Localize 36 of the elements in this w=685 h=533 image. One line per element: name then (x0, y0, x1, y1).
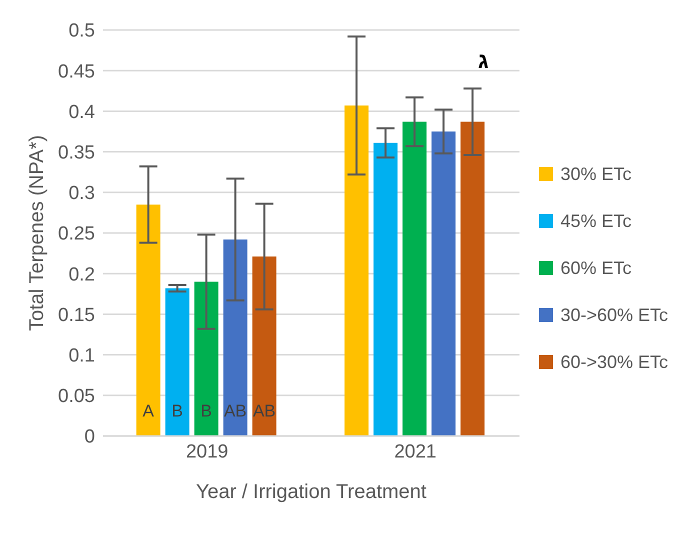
bar (402, 122, 427, 436)
y-tick-label: 0.15 (58, 304, 95, 326)
y-axis-title: Total Terpenes (NPA*) (26, 134, 48, 332)
x-tick-label: 2019 (186, 441, 228, 462)
annotation: AB (252, 401, 276, 420)
x-tick-label: 2021 (394, 441, 436, 462)
legend-label: 60% ETc (560, 258, 632, 278)
y-tick-label: 0.3 (68, 183, 95, 204)
y-tick-label: 0.2 (68, 264, 95, 286)
annotation: B (200, 401, 212, 420)
annotation: AB (224, 401, 247, 420)
y-tick-label: 0.5 (68, 20, 95, 42)
y-tick-label: 0.4 (68, 102, 96, 123)
bar (344, 106, 369, 436)
bar (252, 256, 276, 436)
y-tick-label: 0.35 (58, 142, 95, 164)
bar (194, 282, 218, 436)
x-axis-title: Year / Irrigation Treatment (196, 481, 427, 503)
bar (460, 122, 485, 436)
bar (374, 142, 398, 436)
bar (136, 204, 160, 436)
annotation: B (172, 401, 183, 420)
y-tick-label: 0.05 (58, 386, 95, 408)
y-tick-label: 0.25 (58, 224, 95, 245)
y-tick-label: 0.1 (68, 346, 95, 367)
y-tick-label: 0.45 (58, 61, 95, 82)
legend-label: 60->30% ETc (560, 352, 668, 372)
bar (165, 288, 190, 436)
annotation: A (142, 401, 155, 420)
y-tick-label: 0 (84, 426, 95, 448)
legend-label: 30->60% ETc (560, 304, 668, 326)
annotation: ג (478, 48, 489, 74)
bar (223, 239, 248, 436)
legend-label: 30% ETc (560, 164, 632, 184)
legend-label: 45% ETc (560, 210, 632, 232)
bar (432, 132, 456, 436)
